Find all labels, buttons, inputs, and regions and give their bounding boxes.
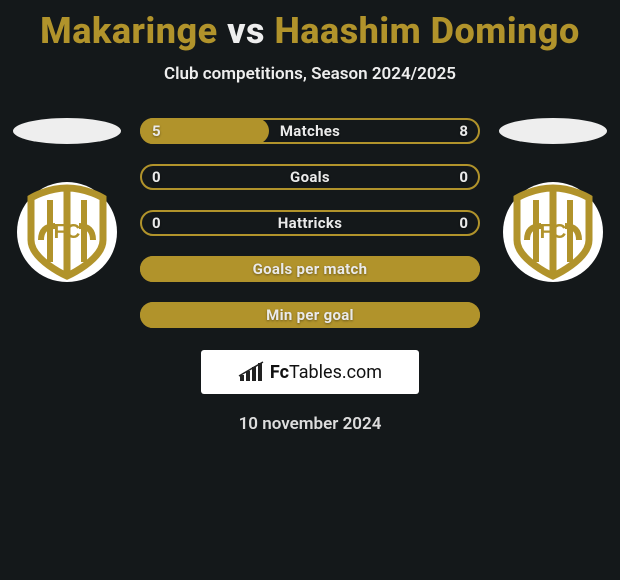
- title-player1: Makaringe: [40, 10, 217, 52]
- brand-prefix: Fc: [270, 362, 289, 383]
- page-title: Makaringe vs Haashim Domingo: [40, 10, 580, 52]
- bar-label: Goals per match: [140, 256, 480, 282]
- player-marker-left: [13, 118, 121, 144]
- stat-bar: 00Hattricks: [140, 210, 480, 236]
- stat-bar: Min per goal: [140, 302, 480, 328]
- brand-suffix: Tables.com: [289, 362, 382, 383]
- stat-bar: Goals per match: [140, 256, 480, 282]
- footer-logo: FcTables.com: [201, 350, 419, 394]
- stat-bars: 58Matches 00Goals 00Hattricks Goals per mat…: [140, 118, 480, 328]
- player-marker-right: [499, 118, 607, 144]
- bar-label: Matches: [140, 118, 480, 144]
- stat-bar: 00Goals: [140, 164, 480, 190]
- bar-label: Goals: [140, 164, 480, 190]
- chart-icon: [238, 361, 264, 383]
- svg-text:FC: FC: [54, 221, 81, 243]
- subtitle: Club competitions, Season 2024/2025: [164, 64, 456, 84]
- club-badge-right: FC: [503, 182, 603, 282]
- left-column: FC: [12, 118, 122, 282]
- stat-bar: 58Matches: [140, 118, 480, 144]
- title-player2: Haashim Domingo: [274, 10, 579, 52]
- right-column: FC: [498, 118, 608, 282]
- main-row: FC 58Matches 00Goals 00Hattricks Goals per …: [0, 118, 620, 328]
- svg-text:FC: FC: [540, 221, 567, 243]
- footer-brand: FcTables.com: [270, 362, 382, 383]
- bar-label: Min per goal: [140, 302, 480, 328]
- title-vs: vs: [227, 10, 265, 52]
- comparison-card: Makaringe vs Haashim Domingo Club compet…: [0, 0, 620, 434]
- bar-label: Hattricks: [140, 210, 480, 236]
- date-label: 10 november 2024: [239, 414, 382, 434]
- club-badge-left: FC: [17, 182, 117, 282]
